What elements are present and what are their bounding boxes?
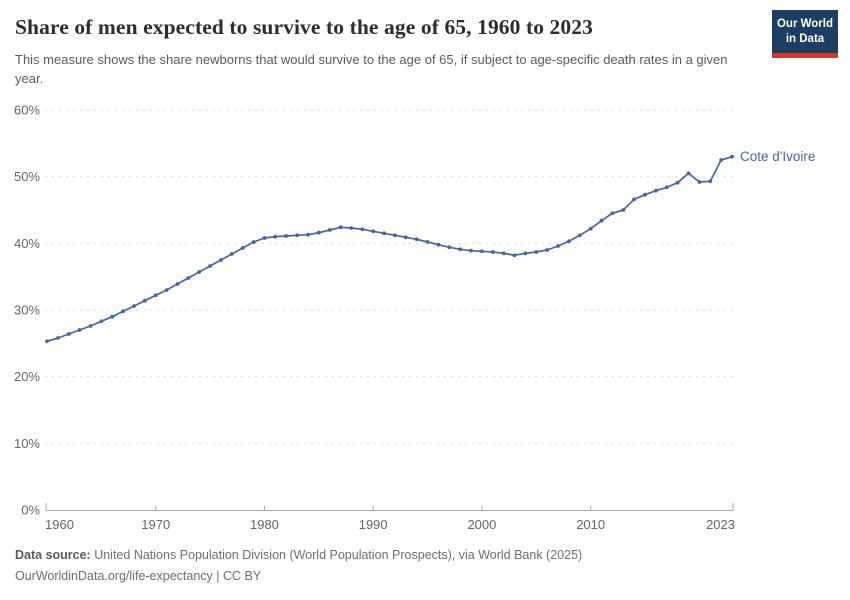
data-point-marker[interactable] bbox=[523, 251, 528, 256]
data-point-marker[interactable] bbox=[262, 236, 267, 240]
data-point-marker[interactable] bbox=[654, 188, 658, 193]
data-point-marker[interactable] bbox=[730, 154, 734, 159]
data-source-text: United Nations Population Division (Worl… bbox=[90, 548, 583, 562]
y-axis-tick-label: 50% bbox=[14, 169, 40, 184]
data-point-marker[interactable] bbox=[132, 304, 136, 308]
data-point-marker[interactable] bbox=[88, 324, 93, 328]
data-point-marker[interactable] bbox=[240, 246, 245, 250]
data-point-marker[interactable] bbox=[425, 240, 430, 244]
data-point-marker[interactable] bbox=[99, 319, 104, 324]
data-point-marker[interactable] bbox=[719, 158, 723, 162]
x-axis-tick-label: 1980 bbox=[250, 517, 279, 532]
data-point-marker[interactable] bbox=[490, 250, 495, 254]
data-point-marker[interactable] bbox=[643, 192, 647, 197]
chart-title: Share of men expected to survive to the … bbox=[15, 15, 593, 39]
data-point-marker[interactable] bbox=[664, 185, 669, 190]
data-point-marker[interactable] bbox=[588, 226, 593, 231]
data-point-marker[interactable] bbox=[306, 232, 310, 237]
data-point-marker[interactable] bbox=[66, 332, 71, 336]
attribution-line: OurWorldinData.org/life-expectancy | CC … bbox=[15, 568, 262, 583]
data-point-marker[interactable] bbox=[403, 235, 408, 240]
data-point-marker[interactable] bbox=[219, 258, 223, 262]
y-axis-tick-label: 40% bbox=[14, 236, 40, 251]
data-line[interactable] bbox=[46, 155, 733, 343]
data-point-marker[interactable] bbox=[45, 339, 49, 344]
data-point-marker[interactable] bbox=[458, 247, 463, 252]
data-point-marker[interactable] bbox=[577, 233, 582, 238]
chart-subtitle: This measure shows the share newborns th… bbox=[15, 52, 728, 86]
data-point-marker[interactable] bbox=[393, 233, 397, 238]
x-axis-tick-label: 1960 bbox=[45, 517, 74, 532]
owid-logo[interactable]: Our World in Data bbox=[772, 10, 838, 58]
data-point-marker[interactable] bbox=[686, 171, 691, 176]
y-axis-tick-label: 0% bbox=[21, 503, 40, 518]
data-point-marker[interactable] bbox=[338, 225, 343, 230]
data-point-marker[interactable] bbox=[480, 249, 484, 254]
data-point-marker[interactable] bbox=[295, 233, 299, 238]
data-point-marker[interactable] bbox=[382, 231, 386, 236]
data-point-marker[interactable] bbox=[512, 253, 517, 258]
data-point-marker[interactable] bbox=[121, 309, 125, 314]
y-axis-tick-label: 10% bbox=[14, 436, 40, 451]
data-point-marker[interactable] bbox=[621, 208, 626, 212]
data-point-marker[interactable] bbox=[273, 234, 278, 239]
data-point-marker[interactable] bbox=[153, 293, 158, 298]
data-point-marker[interactable] bbox=[197, 270, 202, 274]
x-axis-tick-label: 2023 bbox=[706, 517, 735, 532]
x-axis-tick-label: 1970 bbox=[141, 517, 170, 532]
data-point-marker[interactable] bbox=[675, 180, 680, 185]
data-point-marker[interactable] bbox=[251, 240, 256, 244]
data-point-marker[interactable] bbox=[175, 282, 180, 286]
owid-logo-text: Our World in Data bbox=[772, 10, 838, 53]
data-point-marker[interactable] bbox=[316, 230, 321, 235]
x-axis-tick-label: 2010 bbox=[576, 517, 605, 532]
data-point-marker[interactable] bbox=[610, 211, 615, 216]
data-point-marker[interactable] bbox=[371, 229, 376, 234]
data-point-marker[interactable] bbox=[697, 180, 702, 184]
data-point-marker[interactable] bbox=[414, 237, 419, 242]
data-point-marker[interactable] bbox=[632, 197, 636, 202]
data-point-marker[interactable] bbox=[469, 248, 473, 253]
x-axis-tick-label: 2000 bbox=[467, 517, 496, 532]
entity-label[interactable]: Cote d'Ivoire bbox=[740, 149, 815, 164]
y-axis-tick-label: 20% bbox=[14, 369, 40, 384]
data-point-marker[interactable] bbox=[349, 226, 354, 230]
owid-logo-red-bar bbox=[772, 52, 838, 58]
data-point-marker[interactable] bbox=[436, 242, 441, 247]
data-point-marker[interactable] bbox=[599, 218, 604, 223]
data-point-marker[interactable] bbox=[284, 234, 289, 238]
data-point-marker[interactable] bbox=[501, 251, 506, 256]
data-point-marker[interactable] bbox=[447, 245, 452, 250]
data-point-marker[interactable] bbox=[143, 298, 147, 303]
y-axis-tick-label: 30% bbox=[14, 303, 40, 318]
data-point-marker[interactable] bbox=[110, 314, 115, 319]
data-point-marker[interactable] bbox=[186, 276, 191, 280]
data-source-label: Data source: bbox=[15, 548, 91, 562]
data-point-marker[interactable] bbox=[77, 328, 82, 332]
data-point-marker[interactable] bbox=[327, 228, 332, 232]
data-point-marker[interactable] bbox=[229, 252, 234, 256]
y-axis-tick-label: 60% bbox=[14, 103, 40, 118]
data-point-marker[interactable] bbox=[534, 250, 539, 254]
data-point-marker[interactable] bbox=[708, 179, 713, 184]
data-point-marker[interactable] bbox=[567, 239, 571, 244]
data-point-marker[interactable] bbox=[360, 227, 365, 232]
data-point-marker[interactable] bbox=[164, 288, 169, 292]
data-point-marker[interactable] bbox=[545, 248, 550, 252]
data-point-marker[interactable] bbox=[556, 244, 560, 248]
data-point-marker[interactable] bbox=[208, 264, 213, 268]
chart-footer: Data source: United Nations Population D… bbox=[15, 545, 815, 586]
data-source-line: Data source: United Nations Population D… bbox=[15, 545, 815, 566]
data-point-marker[interactable] bbox=[56, 336, 60, 340]
x-axis-tick-label: 1990 bbox=[359, 517, 388, 532]
